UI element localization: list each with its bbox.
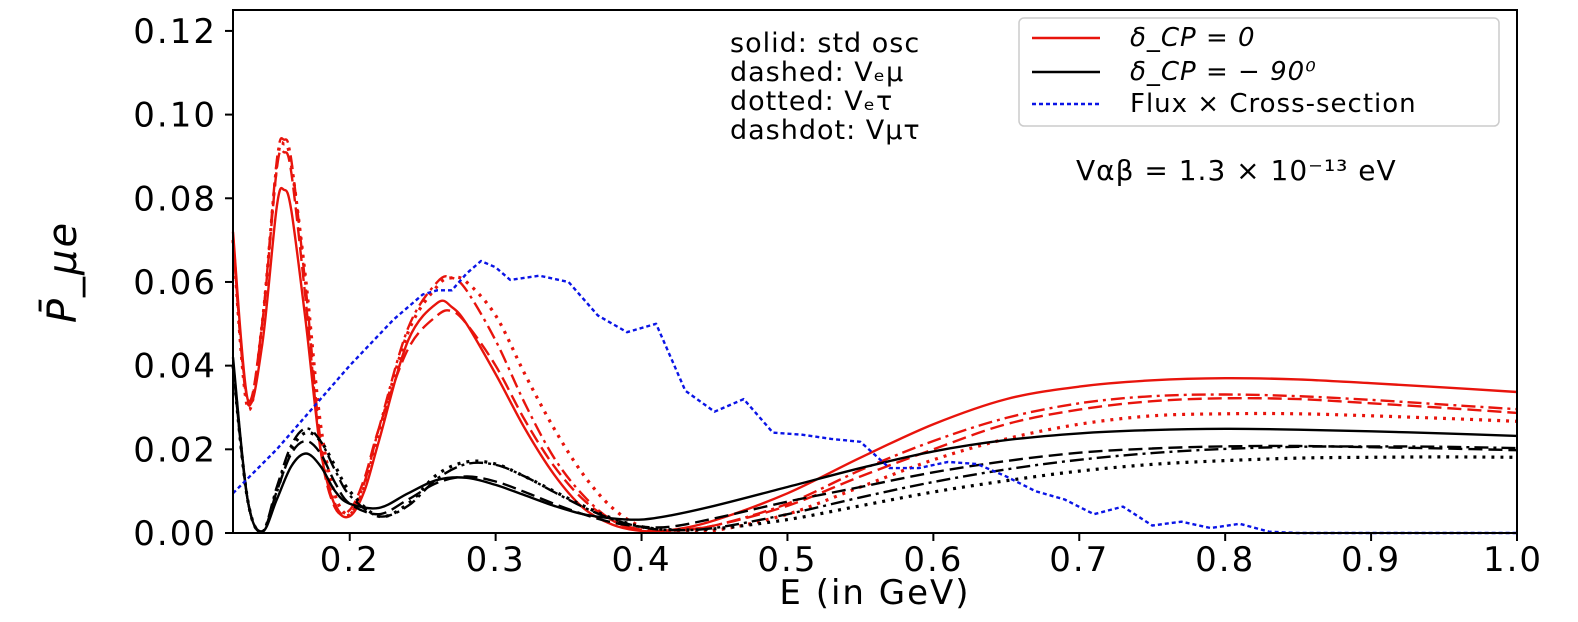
line-style-annotation: solid: std osc dashed: Vₑμ dotted: Vₑτ d… [730,28,921,146]
series-deltam90-dotted [231,365,1518,534]
x-axis-title: E (in GeV) [779,573,970,613]
ticks-layer: 0.2 0.3 0.4 0.5 0.6 0.7 0.8 0.9 1.0 0.00 0.02 0.04 0… [133,12,1543,580]
annotation-solid: solid: std osc [730,28,920,59]
legend-label-flux: Flux × Cross-section [1130,89,1417,119]
series-delta0-solid [231,186,1518,533]
legend-label-delta-0: δ_CP = 0 [1130,23,1256,53]
y-axis-title: P̄_μe [38,221,86,323]
series-delta0-dotted [231,141,1518,534]
x-tick-label: 0.6 [903,540,963,580]
y-tick-label: 0.04 [133,347,217,387]
x-tick-label: 0.3 [466,540,526,580]
annotation-dashed: dashed: Vₑμ [730,57,904,88]
annotation-dotted: dotted: Vₑτ [730,86,893,117]
y-axis-label: P̄_μe [38,221,86,323]
y-tick-label: 0.08 [133,179,217,219]
y-tick-label: 0.10 [133,96,217,136]
x-tick-label: 0.9 [1341,540,1401,580]
legend-label-delta-90: δ_CP = − 90⁰ [1130,57,1317,87]
y-tick-label: 0.00 [133,514,217,554]
x-tick-label: 0.2 [320,540,380,580]
plot-frame [232,9,1518,534]
series-deltam90-dashed [231,365,1518,534]
series-delta0-dashdot [231,137,1518,533]
y-tick-label: 0.12 [133,12,217,52]
series-flux-cross-section [232,259,1517,535]
series-delta0-dashed [231,148,1518,533]
potential-label: Vαβ = 1.3 × 10⁻¹³ eV [1076,154,1397,187]
x-tick-label: 1.0 [1483,540,1543,580]
x-axis-label: E (in GeV) [779,573,970,613]
legend: δ_CP = 0 δ_CP = − 90⁰ Flux × Cross-secti… [1018,17,1500,127]
annotation-dashdot: dashdot: Vμτ [730,115,921,146]
x-tick-label: 0.8 [1195,540,1255,580]
series-deltam90-dashdot [231,365,1518,534]
series-layer [231,137,1518,535]
x-tick-label: 0.7 [1049,540,1109,580]
y-tick-label: 0.02 [133,430,217,470]
x-tick-label: 0.4 [612,540,672,580]
potential-annotation: Vαβ = 1.3 × 10⁻¹³ eV [1076,154,1397,187]
legend-box [1018,17,1500,127]
y-tick-label: 0.06 [133,263,217,303]
x-tick-label: 0.5 [757,540,817,580]
